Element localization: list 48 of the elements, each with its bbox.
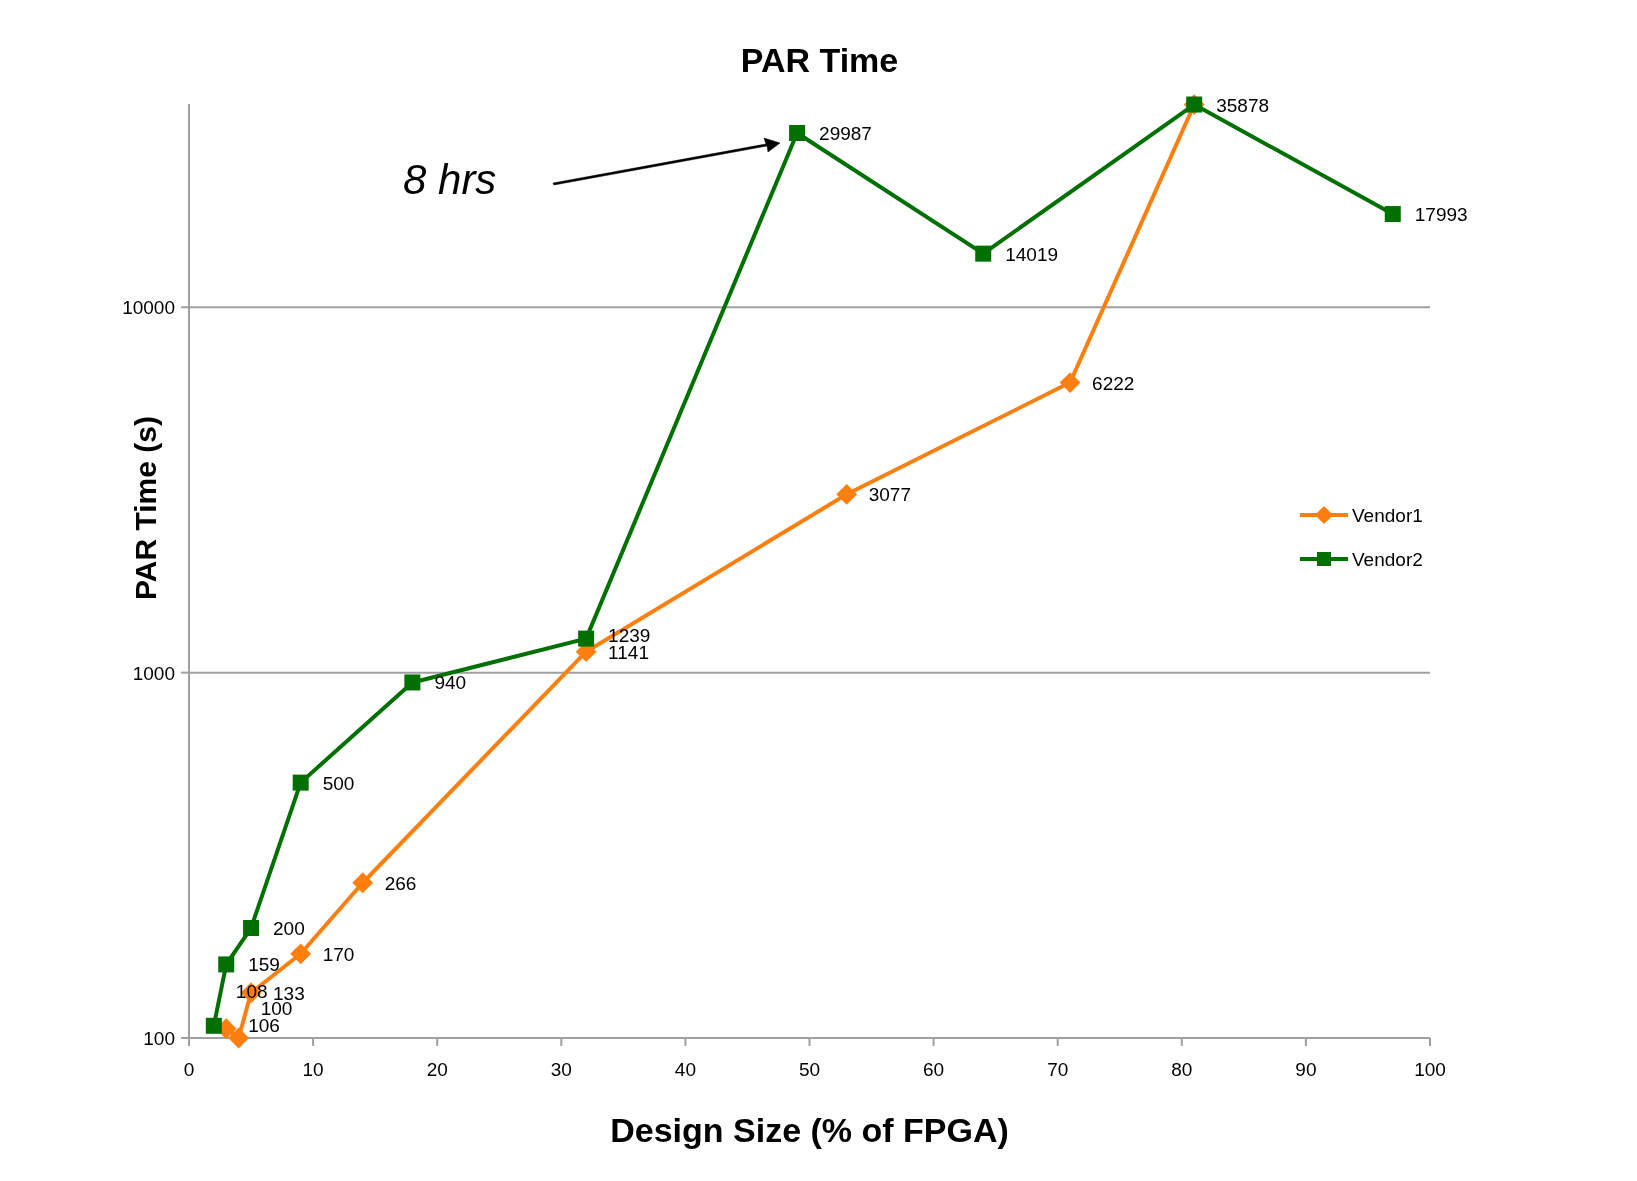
legend-label: Vendor1 — [1352, 505, 1423, 526]
x-tick-label: 100 — [1414, 1059, 1446, 1080]
data-label: 170 — [322, 943, 355, 965]
data-label: 200 — [273, 918, 305, 940]
point — [789, 125, 806, 141]
x-tick-label: 70 — [1047, 1059, 1069, 1080]
data-label: 29987 — [819, 123, 872, 144]
data-label: 3077 — [868, 484, 912, 506]
point — [352, 872, 374, 894]
point — [228, 1027, 250, 1049]
point — [975, 245, 992, 262]
y-axis-title: PAR Time (s) — [129, 416, 162, 600]
point — [578, 630, 595, 647]
y-tick-label: 10000 — [122, 297, 175, 319]
point — [404, 674, 421, 691]
x-tick-label: 10 — [302, 1059, 324, 1080]
legend-label: Vendor2 — [1352, 549, 1423, 570]
data-label: 17993 — [1414, 204, 1468, 226]
data-label: 266 — [384, 872, 417, 894]
point — [836, 483, 858, 505]
x-tick-label: 80 — [1171, 1059, 1193, 1080]
data-label: 35878 — [1216, 94, 1270, 116]
data-label: 6222 — [1092, 372, 1135, 394]
point — [243, 920, 260, 937]
point — [1384, 206, 1401, 223]
data-label: 14019 — [1005, 243, 1059, 265]
data-label: 106 — [248, 1015, 280, 1036]
annotation: 8 hrs — [403, 156, 497, 203]
x-tick-label: 50 — [798, 1059, 821, 1080]
x-tick-label: 20 — [426, 1059, 448, 1080]
x-tick-label: 90 — [1295, 1059, 1317, 1080]
chart-title: PAR Time — [740, 41, 899, 79]
point — [292, 774, 309, 791]
point — [290, 943, 312, 965]
y-tick-label: 100 — [143, 1028, 175, 1049]
point — [218, 956, 235, 973]
data-label: 940 — [434, 672, 467, 694]
x-axis-title: Design Size (% of FPGA) — [610, 1111, 1009, 1149]
point — [1059, 372, 1081, 393]
data-label: 159 — [248, 954, 280, 976]
data-label: 500 — [322, 772, 355, 794]
x-tick-label: 40 — [674, 1059, 696, 1080]
x-tick-label: 60 — [923, 1059, 945, 1080]
x-tick-label: 30 — [550, 1059, 572, 1080]
x-tick-label: 0 — [183, 1059, 195, 1080]
y-tick-label: 1000 — [132, 662, 175, 684]
point — [205, 1017, 222, 1034]
data-label: 1141 — [608, 641, 649, 663]
